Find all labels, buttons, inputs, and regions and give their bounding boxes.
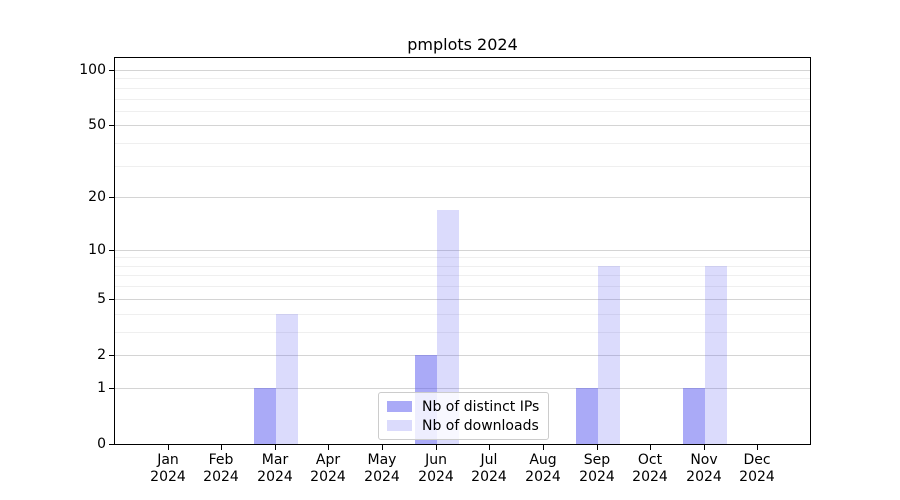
x-tick-mar-2024 (275, 445, 276, 450)
gridlines-layer (115, 58, 810, 444)
x-tick-label-aug-2024: Aug 2024 (525, 452, 561, 485)
gridline-minor-80 (115, 87, 810, 89)
x-tick-may-2024 (382, 445, 383, 450)
legend-label-distinct-ips: Nb of distinct IPs (422, 398, 540, 415)
x-tick-label-jan-2024: Jan 2024 (150, 452, 186, 485)
x-tick-label-mar-2024: Mar 2024 (257, 452, 293, 485)
x-tick-label-jun-2024: Jun 2024 (418, 452, 454, 485)
x-tick-aug-2024 (543, 445, 544, 450)
gridline-minor-60 (115, 110, 810, 112)
y-tick-20 (109, 197, 114, 198)
chart-title: pmplots 2024 (407, 35, 518, 54)
legend-swatch-distinct-ips (387, 401, 412, 412)
legend-item-distinct-ips: Nb of distinct IPs (387, 397, 539, 416)
gridline-minor-6 (115, 286, 810, 288)
x-tick-jun-2024 (436, 445, 437, 450)
bar-nb-of-distinct-ips-mar-2024 (253, 387, 276, 444)
x-tick-label-jul-2024: Jul 2024 (471, 452, 507, 485)
y-tick-label-100: 100 (79, 62, 106, 78)
plot-area (114, 57, 811, 445)
x-tick-dec-2024 (757, 445, 758, 450)
legend-label-downloads: Nb of downloads (422, 417, 539, 434)
y-tick-label-20: 20 (88, 189, 106, 205)
x-tick-label-sep-2024: Sep 2024 (579, 452, 615, 485)
x-tick-jul-2024 (489, 445, 490, 450)
y-tick-label-50: 50 (88, 117, 106, 133)
gridline-minor-40 (115, 143, 810, 144)
x-tick-sep-2024 (597, 445, 598, 450)
x-tick-label-oct-2024: Oct 2024 (632, 452, 668, 485)
gridline-major-50 (115, 125, 810, 127)
gridline-minor-9 (115, 257, 810, 259)
bar-nb-of-downloads-mar-2024 (275, 313, 298, 444)
x-tick-apr-2024 (328, 445, 329, 450)
bar-nb-of-distinct-ips-sep-2024 (575, 387, 598, 444)
x-tick-label-apr-2024: Apr 2024 (310, 452, 346, 485)
gridline-major-20 (115, 197, 810, 199)
y-tick-10 (109, 250, 114, 251)
y-tick-label-1: 1 (97, 380, 106, 396)
bar-nb-of-distinct-ips-nov-2024 (682, 387, 705, 444)
gridline-minor-70 (115, 98, 810, 100)
gridline-minor-7 (115, 275, 810, 277)
x-tick-jan-2024 (168, 445, 169, 450)
gridline-minor-90 (115, 78, 810, 80)
gridline-minor-4 (115, 313, 810, 315)
y-tick-label-2: 2 (97, 347, 106, 363)
x-tick-oct-2024 (650, 445, 651, 450)
bar-nb-of-downloads-nov-2024 (704, 265, 727, 444)
gridline-major-100 (115, 69, 810, 71)
gridline-minor-3 (115, 331, 810, 333)
gridline-minor-8 (115, 265, 810, 267)
y-tick-0 (109, 444, 114, 445)
bars-layer (115, 58, 810, 444)
y-tick-100 (109, 70, 114, 71)
bar-nb-of-downloads-jun-2024 (436, 209, 459, 444)
x-tick-nov-2024 (704, 445, 705, 450)
x-tick-label-dec-2024: Dec 2024 (739, 452, 775, 485)
legend-swatch-downloads (387, 420, 412, 431)
x-tick-feb-2024 (221, 445, 222, 450)
y-tick-label-5: 5 (97, 291, 106, 307)
x-tick-label-nov-2024: Nov 2024 (686, 452, 722, 485)
y-tick-50 (109, 125, 114, 126)
y-tick-5 (109, 299, 114, 300)
y-tick-2 (109, 355, 114, 356)
y-tick-label-0: 0 (97, 436, 106, 452)
x-tick-label-may-2024: May 2024 (364, 452, 400, 485)
x-tick-label-feb-2024: Feb 2024 (203, 452, 239, 485)
bar-nb-of-downloads-sep-2024 (597, 265, 620, 444)
gridline-major-2 (115, 355, 810, 356)
y-tick-1 (109, 388, 114, 389)
gridline-major-10 (115, 249, 810, 251)
legend-item-downloads: Nb of downloads (387, 416, 539, 435)
gridline-major-1 (115, 387, 810, 389)
gridline-major-5 (115, 298, 810, 300)
y-tick-label-10: 10 (88, 242, 106, 258)
legend: Nb of distinct IPs Nb of downloads (378, 392, 550, 440)
gridline-minor-30 (115, 165, 810, 167)
